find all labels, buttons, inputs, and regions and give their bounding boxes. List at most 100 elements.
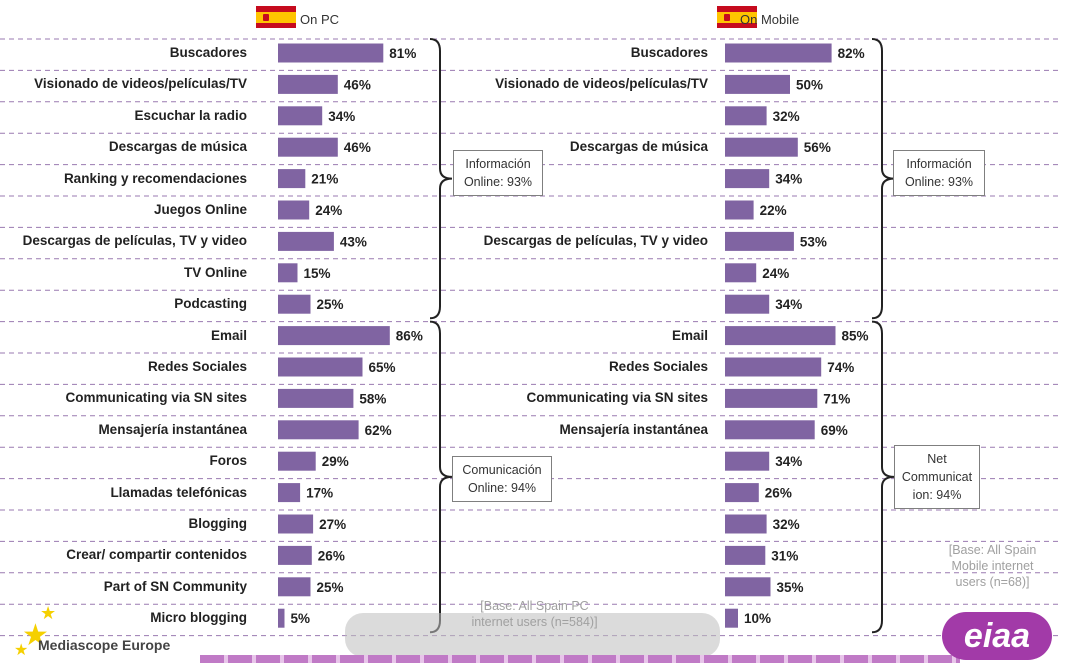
value-label: 35% bbox=[777, 580, 804, 595]
value-label: 50% bbox=[796, 77, 823, 92]
value-label: 32% bbox=[773, 517, 800, 532]
bar bbox=[278, 74, 338, 94]
value-label: 58% bbox=[359, 391, 386, 406]
bar bbox=[278, 294, 311, 314]
brand-logo-right: eiaa bbox=[942, 612, 1052, 660]
value-label: 27% bbox=[319, 517, 346, 532]
group-total-box: Información Online: 93% bbox=[893, 150, 985, 196]
value-label: 69% bbox=[821, 423, 848, 438]
category-label: Visionado de videos/películas/TV bbox=[495, 76, 708, 92]
bar bbox=[725, 137, 798, 157]
bar bbox=[725, 483, 759, 503]
bar bbox=[278, 545, 312, 565]
value-label: 25% bbox=[317, 580, 344, 595]
category-label: Mensajería instantánea bbox=[98, 421, 247, 437]
value-label: 46% bbox=[344, 140, 371, 155]
spain-flag-icon bbox=[256, 6, 296, 28]
base-note: [Base: All Spain Mobile internet users (n=… bbox=[948, 543, 1037, 589]
category-label: Micro blogging bbox=[150, 610, 247, 626]
bar bbox=[278, 388, 354, 408]
category-label: Escuchar la radio bbox=[134, 107, 247, 123]
bar bbox=[725, 326, 836, 346]
group-brace bbox=[871, 38, 895, 320]
bar bbox=[725, 43, 832, 63]
value-label: 5% bbox=[291, 611, 311, 626]
value-label: 34% bbox=[775, 172, 802, 187]
value-label: 24% bbox=[315, 203, 342, 218]
category-label: Visionado de videos/películas/TV bbox=[34, 76, 247, 92]
category-label: Buscadores bbox=[169, 45, 247, 60]
category-label: Redes Sociales bbox=[147, 359, 247, 374]
value-label: 71% bbox=[823, 391, 850, 406]
category-label: TV Online bbox=[183, 264, 247, 280]
value-label: 62% bbox=[365, 423, 392, 438]
bar bbox=[278, 200, 310, 220]
value-label: 22% bbox=[760, 203, 787, 218]
group-total-box: Comunicación Online: 94% bbox=[452, 456, 552, 502]
bar bbox=[278, 577, 311, 597]
value-label: 26% bbox=[765, 486, 792, 501]
category-label: Redes Sociales bbox=[608, 359, 708, 374]
bar bbox=[278, 451, 316, 471]
panel-title: On Mobile bbox=[740, 12, 800, 27]
group-total-box: Net Communicat ion: 94% bbox=[894, 445, 980, 509]
category-label: Communicating via SN sites bbox=[526, 390, 708, 406]
bar bbox=[725, 263, 757, 283]
value-label: 34% bbox=[328, 109, 355, 124]
bar bbox=[725, 388, 818, 408]
bar bbox=[725, 420, 815, 440]
value-label: 10% bbox=[744, 611, 771, 626]
category-label: Descargas de música bbox=[108, 139, 247, 155]
value-label: 26% bbox=[318, 548, 345, 563]
category-label: Email bbox=[671, 327, 708, 343]
bar bbox=[278, 357, 363, 377]
value-label: 56% bbox=[804, 140, 831, 155]
bar bbox=[278, 106, 323, 126]
value-label: 24% bbox=[762, 266, 789, 281]
category-label: Buscadores bbox=[630, 45, 708, 60]
bar bbox=[725, 169, 770, 189]
value-label: 74% bbox=[827, 360, 854, 375]
category-label: Podcasting bbox=[174, 296, 247, 312]
bar bbox=[278, 483, 301, 503]
value-label: 34% bbox=[775, 454, 802, 469]
bar bbox=[278, 608, 285, 628]
category-label: Communicating via SN sites bbox=[65, 390, 247, 406]
value-label: 15% bbox=[304, 266, 331, 281]
bar bbox=[725, 608, 738, 628]
category-label: Email bbox=[210, 327, 247, 343]
category-label: Mensajería instantánea bbox=[559, 421, 708, 437]
bar bbox=[725, 577, 771, 597]
category-label: Part of SN Community bbox=[103, 578, 247, 594]
value-label: 34% bbox=[775, 297, 802, 312]
category-label: Llamadas telefónicas bbox=[110, 484, 247, 500]
category-label: Descargas de películas, TV y video bbox=[22, 233, 247, 249]
spain-flag-icon bbox=[717, 6, 757, 28]
value-label: 82% bbox=[838, 46, 865, 61]
category-label: Blogging bbox=[188, 516, 247, 531]
value-label: 85% bbox=[842, 329, 869, 344]
overlay-toolbar[interactable] bbox=[345, 613, 720, 657]
bar bbox=[725, 106, 767, 126]
value-label: 65% bbox=[369, 360, 396, 375]
category-label: Descargas de películas, TV y video bbox=[483, 233, 708, 249]
base-note: [Base: All Spain PC internet users (n=584… bbox=[471, 599, 598, 629]
bar bbox=[725, 200, 754, 220]
value-label: 81% bbox=[389, 46, 416, 61]
bar bbox=[278, 263, 298, 283]
group-brace bbox=[429, 38, 453, 320]
bar bbox=[278, 231, 334, 251]
bar bbox=[278, 326, 390, 346]
bar bbox=[725, 294, 770, 314]
value-label: 86% bbox=[396, 329, 423, 344]
bar bbox=[278, 514, 314, 534]
bar bbox=[725, 231, 794, 251]
value-label: 32% bbox=[773, 109, 800, 124]
value-label: 25% bbox=[317, 297, 344, 312]
value-label: 21% bbox=[311, 172, 338, 187]
value-label: 31% bbox=[771, 548, 798, 563]
bar bbox=[725, 545, 766, 565]
value-label: 17% bbox=[306, 486, 333, 501]
